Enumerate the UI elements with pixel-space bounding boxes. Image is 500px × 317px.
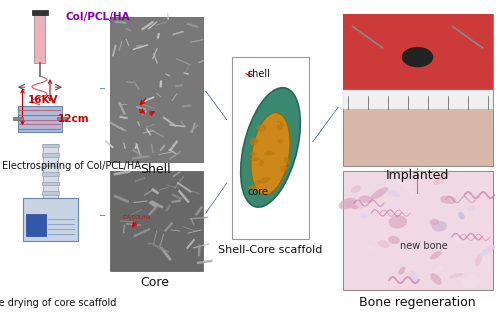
Ellipse shape [262,177,271,180]
Ellipse shape [406,185,415,197]
Ellipse shape [280,122,283,129]
Circle shape [402,48,432,67]
Bar [42,182,58,185]
Text: Core: Core [140,275,170,289]
Bar [110,171,202,271]
Ellipse shape [264,152,276,155]
Bar [42,163,58,166]
Ellipse shape [409,271,418,284]
Bar [342,14,492,166]
Ellipse shape [352,205,358,209]
Ellipse shape [475,253,482,267]
Ellipse shape [250,157,260,161]
Bar [342,171,492,290]
Bar [342,90,492,109]
Text: 12cm: 12cm [58,114,89,124]
Ellipse shape [432,221,447,231]
Ellipse shape [250,152,256,156]
Ellipse shape [455,231,469,245]
Ellipse shape [480,245,496,256]
Ellipse shape [430,251,442,260]
Ellipse shape [430,273,442,285]
Text: Shell-Core scaffold: Shell-Core scaffold [218,245,322,256]
Ellipse shape [254,180,260,185]
Bar [34,11,45,63]
Ellipse shape [251,113,290,195]
Bar [342,14,492,90]
Ellipse shape [240,88,300,207]
Bar [42,153,58,157]
Text: core: core [248,187,268,197]
Ellipse shape [386,190,400,197]
Bar [42,144,58,147]
Text: 16KV: 16KV [28,95,58,105]
Ellipse shape [433,171,449,185]
Ellipse shape [458,212,464,219]
Text: Freeze drying of core scaffold: Freeze drying of core scaffold [0,298,116,308]
Ellipse shape [440,196,456,204]
Text: Col/PCL/HA: Col/PCL/HA [65,12,130,23]
Ellipse shape [258,179,268,183]
Bar [32,10,48,15]
Ellipse shape [284,158,290,165]
Text: ICA/COL/HA: ICA/COL/HA [122,215,151,220]
Ellipse shape [280,165,288,171]
Ellipse shape [388,215,407,229]
Ellipse shape [398,267,406,275]
Ellipse shape [276,120,282,123]
Text: shell: shell [248,69,270,80]
Bar [42,191,58,195]
Bar [22,198,78,241]
Ellipse shape [250,138,258,146]
Ellipse shape [278,139,283,144]
Ellipse shape [449,273,464,278]
Text: Shell: Shell [140,163,170,176]
Bar [42,144,58,198]
Text: Electrospining of Col/PCL/HA: Electrospining of Col/PCL/HA [2,161,141,171]
Ellipse shape [338,198,356,210]
Text: Implanted: Implanted [386,169,449,183]
Ellipse shape [360,214,368,218]
Bar [26,214,46,236]
Ellipse shape [283,157,288,161]
Bar [110,17,202,162]
Ellipse shape [259,160,264,166]
Ellipse shape [388,236,400,244]
Ellipse shape [462,275,480,288]
Bar [56,117,66,120]
Bar [42,172,58,176]
Ellipse shape [344,200,364,210]
Ellipse shape [276,124,282,131]
Bar [232,57,309,239]
Ellipse shape [378,240,390,248]
Text: Bone regeneration: Bone regeneration [359,296,476,309]
Bar [12,117,22,120]
Text: new bone: new bone [400,241,448,251]
Ellipse shape [394,179,413,189]
Ellipse shape [256,125,266,132]
Bar [18,106,62,132]
Ellipse shape [370,187,388,200]
Ellipse shape [366,245,372,249]
Ellipse shape [266,151,272,155]
Ellipse shape [350,185,361,193]
Ellipse shape [430,219,439,225]
Ellipse shape [249,185,256,191]
Ellipse shape [359,196,373,203]
Ellipse shape [434,265,444,273]
Ellipse shape [467,206,475,211]
